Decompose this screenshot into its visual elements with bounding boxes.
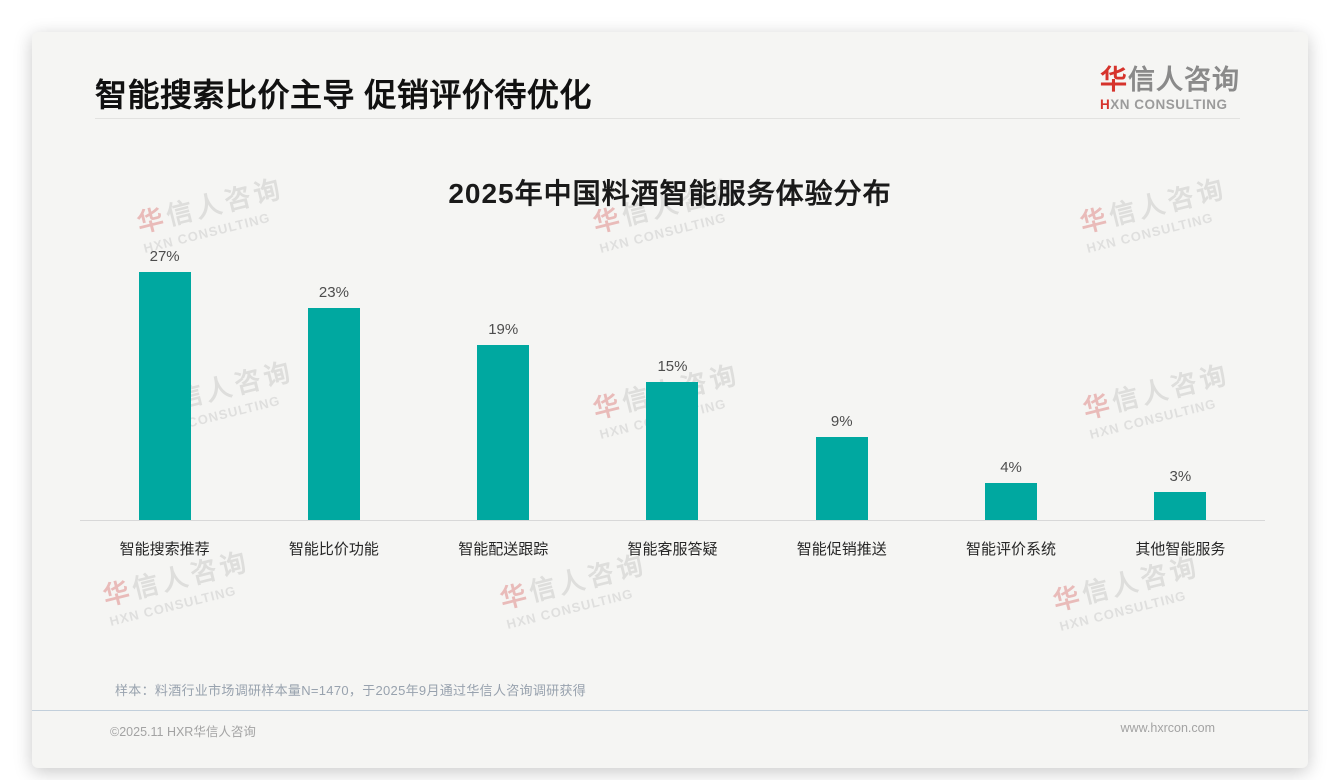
footer-website: www.hxrcon.com (1120, 721, 1215, 735)
bar-column: 3% (1096, 468, 1265, 520)
bar-column: 15% (588, 358, 757, 520)
bar-value-label: 27% (149, 248, 180, 265)
bar-value-label: 9% (830, 413, 853, 430)
slide-content: 智能搜索比价主导 促销评价待优化 华信人咨询 HXN CONSULTING 20… (32, 32, 1308, 768)
header-divider (95, 118, 1240, 119)
category-label: 智能评价系统 (966, 541, 1057, 558)
bar (307, 308, 360, 520)
bar-column: 23% (249, 284, 418, 520)
slide-card: 华信人咨询 HXN CONSULTING 华信人咨询 HXN CONSULTING 华信… (32, 32, 1308, 768)
chart-category-axis: 智能搜索推荐 智能比价功能 智能配送跟踪 智能客服答疑 智能促销推送 智能评价系统 其他智能… (80, 521, 1265, 559)
category-label: 智能配送跟踪 (458, 541, 549, 558)
bar-value-label: 3% (1169, 468, 1192, 485)
logo-en-text: HXN CONSULTING (1100, 97, 1240, 112)
logo-cn-text: 华信人咨询 (1100, 58, 1240, 97)
bar-column: 27% (80, 248, 249, 520)
logo-cn-rest: 信人咨询 (1128, 65, 1240, 95)
bar (138, 272, 191, 520)
category-label: 智能促销推送 (796, 541, 887, 558)
sample-note: 样本：料酒行业市场调研样本量N=1470，于2025年9月通过华信人咨询调研获得 (115, 683, 587, 698)
category-label: 智能比价功能 (288, 541, 379, 558)
logo-en-rest: XN CONSULTING (1110, 97, 1228, 112)
bar (477, 345, 530, 520)
bar-value-label: 4% (1000, 459, 1022, 476)
category-label: 智能搜索推荐 (119, 541, 210, 558)
bar-column: 4% (926, 459, 1095, 520)
footer: ©2025.11 HXR华信人咨询 www.hxrcon.com (32, 710, 1308, 768)
page-title: 智能搜索比价主导 促销评价待优化 (95, 77, 592, 113)
bar-column: 9% (757, 413, 926, 520)
logo-en-first: H (1100, 97, 1111, 112)
bar-column: 19% (419, 321, 588, 520)
chart-title: 2025年中国料酒智能服务体验分布 (448, 178, 892, 209)
company-logo: 华信人咨询 HXN CONSULTING (1100, 58, 1240, 112)
bar-value-label: 23% (318, 284, 349, 301)
bar-value-label: 15% (657, 358, 688, 375)
bar (815, 437, 868, 520)
footer-copyright: ©2025.11 HXR华信人咨询 (110, 725, 256, 739)
category-label: 智能客服答疑 (627, 541, 718, 558)
bar (646, 382, 699, 520)
bar-value-label: 19% (488, 321, 519, 338)
logo-cn-first: 华 (1100, 65, 1128, 95)
bar-chart: 27% 23% 19% 15% 9% 4% 3% 智能搜索推荐 智能比价功能 智能配送跟踪 智能客… (80, 241, 1265, 559)
bar (1154, 492, 1207, 520)
category-label: 其他智能服务 (1135, 541, 1226, 558)
chart-plot-area: 27% 23% 19% 15% 9% 4% 3% (80, 241, 1265, 521)
bar (985, 483, 1038, 520)
